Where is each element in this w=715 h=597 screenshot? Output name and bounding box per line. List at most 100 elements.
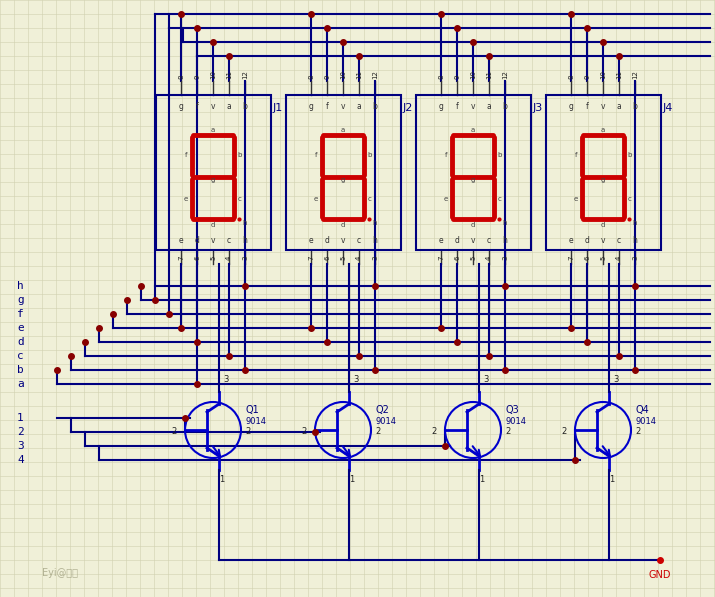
Text: 1: 1 [349,475,354,485]
Text: e: e [574,196,578,202]
Text: 1: 1 [219,475,225,485]
Text: 3: 3 [502,256,508,260]
Text: g: g [568,102,573,111]
Text: 6: 6 [454,256,460,260]
Text: 9014: 9014 [245,417,266,426]
Text: c: c [628,196,632,202]
Text: 4: 4 [17,455,24,465]
Text: 7: 7 [178,256,184,260]
Text: c: c [368,196,372,202]
Text: Eyi@电路: Eyi@电路 [42,568,78,578]
Text: 4: 4 [486,256,492,260]
Text: 2: 2 [505,427,511,436]
Text: d: d [585,236,589,245]
Text: b: b [628,152,632,158]
Text: 3: 3 [223,376,228,384]
Text: 3: 3 [632,256,638,260]
Text: 5: 5 [600,256,606,260]
Text: a: a [227,102,232,111]
Text: v: v [341,236,345,245]
Text: 9: 9 [584,75,590,79]
Text: Q1: Q1 [245,405,259,415]
Text: d: d [194,236,199,245]
Text: 7: 7 [308,256,314,260]
Text: d: d [455,236,460,245]
Text: 2: 2 [302,427,307,436]
Text: f: f [315,152,317,158]
Text: J2: J2 [403,103,413,113]
Text: 6: 6 [194,256,200,260]
Text: 8: 8 [568,75,574,79]
Text: Q4: Q4 [635,405,649,415]
Text: 10: 10 [470,70,476,79]
Text: g: g [341,177,345,183]
Text: 9: 9 [194,75,200,79]
Text: a: a [616,102,621,111]
Text: h: h [633,236,638,245]
Text: f: f [17,309,24,319]
Text: h: h [242,236,247,245]
Text: e: e [184,196,188,202]
Text: d: d [341,222,345,228]
Text: h: h [17,281,24,291]
Text: h: h [243,220,247,226]
Text: 4: 4 [616,256,622,260]
Text: 12: 12 [632,70,638,79]
Text: 11: 11 [616,70,622,79]
Text: e: e [568,236,573,245]
Text: 7: 7 [438,256,444,260]
Text: 11: 11 [356,70,362,79]
Text: b: b [503,102,508,111]
Text: d: d [601,222,605,228]
Text: 2: 2 [172,427,177,436]
Text: v: v [341,102,345,111]
Text: GND: GND [649,570,671,580]
Text: 3: 3 [483,376,488,384]
Text: b: b [498,152,502,158]
Text: 5: 5 [210,256,216,260]
Text: 4: 4 [356,256,362,260]
Text: J3: J3 [533,103,543,113]
Text: 1: 1 [17,413,24,423]
Text: Q2: Q2 [375,405,389,415]
Text: b: b [633,102,638,111]
Text: c: c [238,196,242,202]
Text: v: v [211,236,215,245]
Text: a: a [487,102,491,111]
Bar [546,95,661,250]
Bar [286,95,401,250]
Text: v: v [601,102,606,111]
Text: h: h [633,220,637,226]
Text: f: f [196,102,198,111]
Text: 3: 3 [372,256,378,260]
Text: 12: 12 [242,70,248,79]
Text: f: f [445,152,448,158]
Text: g: g [601,177,605,183]
Text: v: v [470,102,475,111]
Text: a: a [17,379,24,389]
Text: 5: 5 [340,256,346,260]
Text: f: f [586,102,588,111]
Text: c: c [487,236,491,245]
Text: b: b [242,102,247,111]
Text: 2: 2 [635,427,640,436]
Text: 2: 2 [562,427,567,436]
Text: 6: 6 [324,256,330,260]
Text: e: e [314,196,318,202]
Text: e: e [179,236,183,245]
Text: a: a [357,102,361,111]
Text: g: g [309,102,313,111]
Text: 6: 6 [584,256,590,260]
Text: c: c [617,236,621,245]
Text: v: v [601,236,606,245]
Text: d: d [325,236,330,245]
Text: c: c [357,236,361,245]
Text: d: d [211,222,215,228]
Text: 3: 3 [353,376,358,384]
Text: 2: 2 [245,427,250,436]
Text: v: v [211,102,215,111]
Text: b: b [238,152,242,158]
Text: e: e [17,323,24,333]
Text: 4: 4 [226,256,232,260]
Text: c: c [498,196,502,202]
